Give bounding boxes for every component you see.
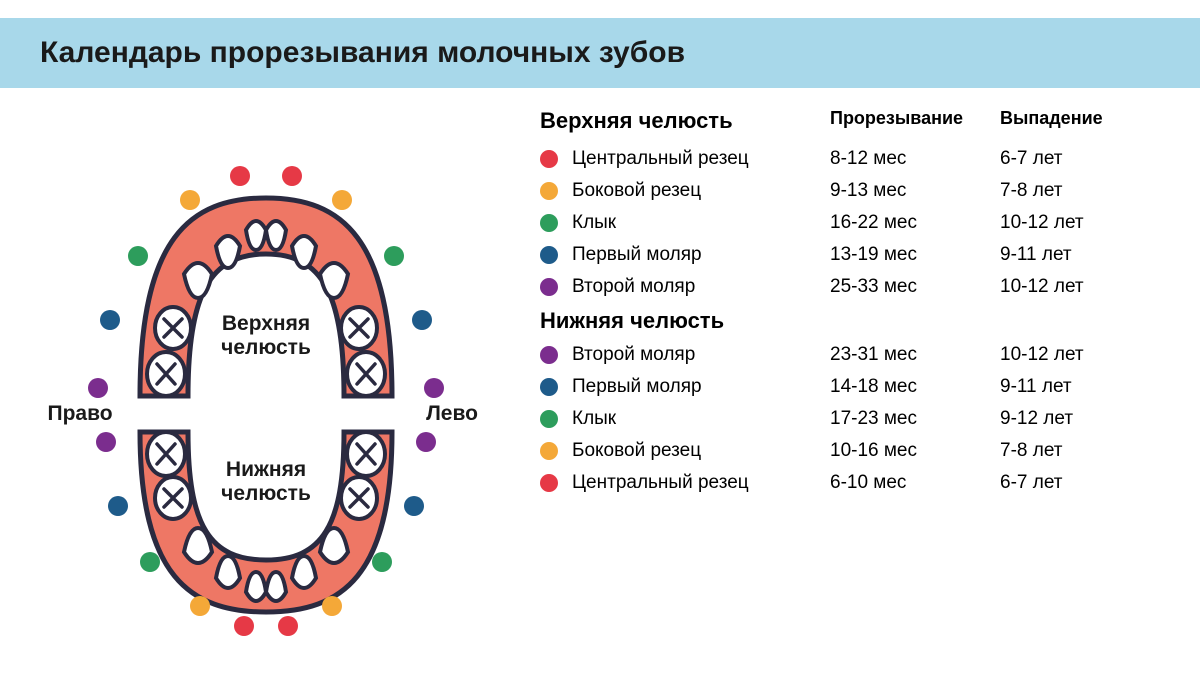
eruption-value: 8-12 мес xyxy=(830,148,1000,170)
diagram-dot xyxy=(190,596,210,616)
upper-jaw-label-2: челюсть xyxy=(221,336,311,359)
loss-value: 7-8 лет xyxy=(1000,180,1150,202)
table-row: Боковой резец9-13 мес7-8 лет xyxy=(540,180,1170,202)
header-loss: Выпадение xyxy=(1000,108,1170,134)
legend-dot xyxy=(540,410,558,428)
legend-dot xyxy=(540,442,558,460)
diagram-dot xyxy=(140,552,160,572)
legend-dot xyxy=(540,182,558,200)
diagram-dot xyxy=(234,616,254,636)
table-row: Центральный резец8-12 мес6-7 лет xyxy=(540,148,1170,170)
diagram-dot xyxy=(108,496,128,516)
legend-dot xyxy=(540,150,558,168)
table-row: Второй моляр23-31 мес10-12 лет xyxy=(540,344,1170,366)
tooth-name: Боковой резец xyxy=(572,180,830,202)
table-row: Первый моляр14-18 мес9-11 лет xyxy=(540,376,1170,398)
tooth-name: Центральный резец xyxy=(572,472,830,494)
loss-value: 10-12 лет xyxy=(1000,276,1150,298)
lower-jaw-label-1: Нижняя xyxy=(226,458,306,481)
diagram-dot xyxy=(278,616,298,636)
diagram-dot xyxy=(322,596,342,616)
upper-jaw-label-1: Верхняя xyxy=(222,312,310,335)
tooth-name: Клык xyxy=(572,212,830,234)
diagram-dot xyxy=(100,310,120,330)
diagram-dot xyxy=(230,166,250,186)
legend-dot xyxy=(540,246,558,264)
table-row: Боковой резец10-16 мес7-8 лет xyxy=(540,440,1170,462)
diagram-dot xyxy=(180,190,200,210)
eruption-value: 9-13 мес xyxy=(830,180,1000,202)
diagram-dot xyxy=(416,432,436,452)
loss-value: 10-12 лет xyxy=(1000,212,1150,234)
loss-value: 10-12 лет xyxy=(1000,344,1150,366)
diagram-dot xyxy=(128,246,148,266)
eruption-value: 23-31 мес xyxy=(830,344,1000,366)
right-label: Право xyxy=(47,402,112,425)
legend-dot xyxy=(540,378,558,396)
diagram-dot xyxy=(332,190,352,210)
upper-jaw-group xyxy=(140,198,392,396)
eruption-value: 10-16 мес xyxy=(830,440,1000,462)
page-title: Календарь прорезывания молочных зубов xyxy=(40,36,1160,70)
eruption-value: 14-18 мес xyxy=(830,376,1000,398)
tooth-name: Второй моляр xyxy=(572,344,830,366)
table-header: Верхняя челюсть Прорезывание Выпадение xyxy=(540,108,1170,134)
legend-dot xyxy=(540,474,558,492)
header-eruption: Прорезывание xyxy=(830,108,1000,134)
tooth-name: Первый моляр xyxy=(572,244,830,266)
legend-dot xyxy=(540,278,558,296)
lower-rows: Второй моляр23-31 мес10-12 лет Первый мол… xyxy=(540,344,1170,494)
loss-value: 7-8 лет xyxy=(1000,440,1150,462)
legend-dot xyxy=(540,214,558,232)
eruption-value: 17-23 мес xyxy=(830,408,1000,430)
loss-value: 6-7 лет xyxy=(1000,472,1150,494)
eruption-value: 25-33 мес xyxy=(830,276,1000,298)
legend-dot xyxy=(540,346,558,364)
diagram-svg: Верхняя челюсть Нижняя челюсть Право Лев… xyxy=(30,98,510,658)
loss-value: 9-11 лет xyxy=(1000,376,1150,398)
diagram-dot xyxy=(282,166,302,186)
table-row: Центральный резец6-10 мес6-7 лет xyxy=(540,472,1170,494)
diagram-dot xyxy=(412,310,432,330)
table-column: Верхняя челюсть Прорезывание Выпадение Ц… xyxy=(540,98,1170,658)
diagram-dot xyxy=(404,496,424,516)
diagram-dot xyxy=(88,378,108,398)
tooth-name: Первый моляр xyxy=(572,376,830,398)
diagram-dot xyxy=(384,246,404,266)
left-label: Лево xyxy=(426,402,478,425)
tooth-name: Боковой резец xyxy=(572,440,830,462)
lower-jaw-label-2: челюсть xyxy=(221,482,311,505)
loss-value: 9-11 лет xyxy=(1000,244,1150,266)
tooth-name: Клык xyxy=(572,408,830,430)
table-row: Второй моляр25-33 мес10-12 лет xyxy=(540,276,1170,298)
header-lower: Нижняя челюсть xyxy=(540,308,1170,334)
content: Верхняя челюсть Нижняя челюсть Право Лев… xyxy=(0,98,1200,658)
eruption-value: 16-22 мес xyxy=(830,212,1000,234)
tooth-name: Второй моляр xyxy=(572,276,830,298)
upper-rows: Центральный резец8-12 мес6-7 лет Боковой … xyxy=(540,148,1170,298)
loss-value: 6-7 лет xyxy=(1000,148,1150,170)
table-row: Первый моляр13-19 мес9-11 лет xyxy=(540,244,1170,266)
jaw-diagram: Верхняя челюсть Нижняя челюсть Право Лев… xyxy=(30,98,510,658)
table-row: Клык16-22 мес10-12 лет xyxy=(540,212,1170,234)
eruption-value: 13-19 мес xyxy=(830,244,1000,266)
title-bar: Календарь прорезывания молочных зубов xyxy=(0,18,1200,88)
eruption-value: 6-10 мес xyxy=(830,472,1000,494)
diagram-dot xyxy=(424,378,444,398)
loss-value: 9-12 лет xyxy=(1000,408,1150,430)
header-upper: Верхняя челюсть xyxy=(540,108,830,134)
diagram-dot xyxy=(372,552,392,572)
diagram-dot xyxy=(96,432,116,452)
tooth-name: Центральный резец xyxy=(572,148,830,170)
table-row: Клык17-23 мес9-12 лет xyxy=(540,408,1170,430)
